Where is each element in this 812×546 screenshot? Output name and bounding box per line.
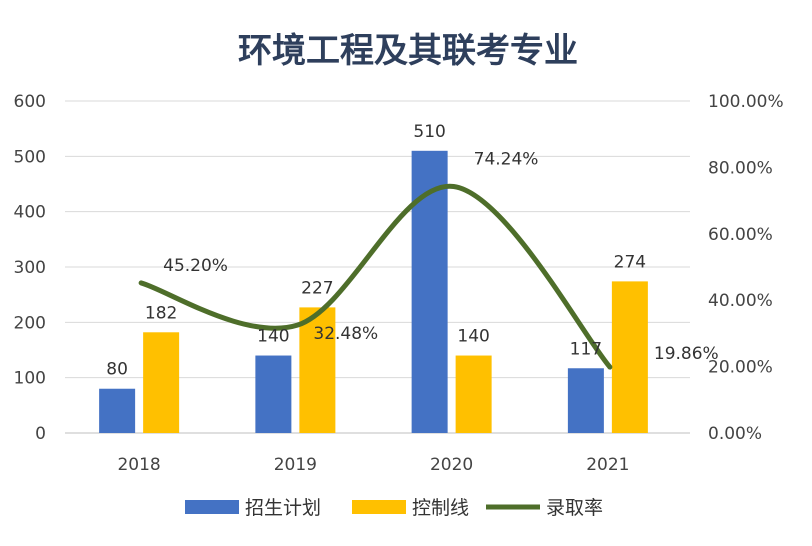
x-tick-label: 2019 (274, 455, 317, 475)
y-tick-label: 600 (14, 92, 46, 112)
data-label: 510 (413, 122, 445, 142)
y2-tick-label: 0.00% (708, 424, 762, 444)
legend-swatch-0 (185, 500, 239, 514)
bar-control-2018 (143, 332, 180, 433)
data-label: 274 (614, 252, 646, 272)
bar-control-2020 (455, 355, 492, 433)
bar-control-2019 (299, 307, 336, 433)
x-tick-label: 2018 (117, 455, 160, 475)
line-data-label: 45.20% (163, 256, 228, 276)
line-data-label: 32.48% (313, 324, 378, 344)
bar-plan-2018 (99, 388, 136, 433)
y-tick-label: 100 (14, 369, 46, 389)
data-label: 140 (457, 327, 489, 347)
line-admission-rate (138, 184, 613, 370)
data-label: 140 (257, 327, 289, 347)
data-label: 80 (106, 360, 128, 380)
legend-label: 控制线 (412, 497, 469, 519)
data-label: 117 (570, 339, 602, 359)
y-tick-label: 200 (14, 313, 46, 333)
y2-tick-label: 20.00% (708, 358, 773, 378)
x-tick-label: 2021 (586, 455, 629, 475)
bar-plan-2021 (567, 368, 604, 433)
data-label: 227 (301, 278, 333, 298)
bar-plan-2019 (255, 355, 292, 433)
line-data-label: 19.86% (654, 344, 719, 364)
line-data-label: 74.24% (474, 150, 539, 170)
y-tick-label: 300 (14, 258, 46, 278)
y2-tick-label: 100.00% (708, 92, 784, 112)
legend-label: 招生计划 (245, 497, 321, 519)
bar-control-2021 (611, 281, 648, 433)
legend-label: 录取率 (546, 497, 603, 519)
y-tick-label: 500 (14, 147, 46, 167)
x-tick-label: 2020 (430, 455, 473, 475)
y-tick-label: 0 (35, 424, 46, 444)
y2-tick-label: 60.00% (708, 225, 773, 245)
legend-swatch-1 (352, 500, 406, 514)
y2-tick-label: 80.00% (708, 158, 773, 178)
chart-title: 环境工程及其联考专业 (238, 31, 578, 71)
data-label: 182 (145, 303, 177, 323)
y2-tick-label: 40.00% (708, 291, 773, 311)
y-tick-label: 400 (14, 203, 46, 223)
